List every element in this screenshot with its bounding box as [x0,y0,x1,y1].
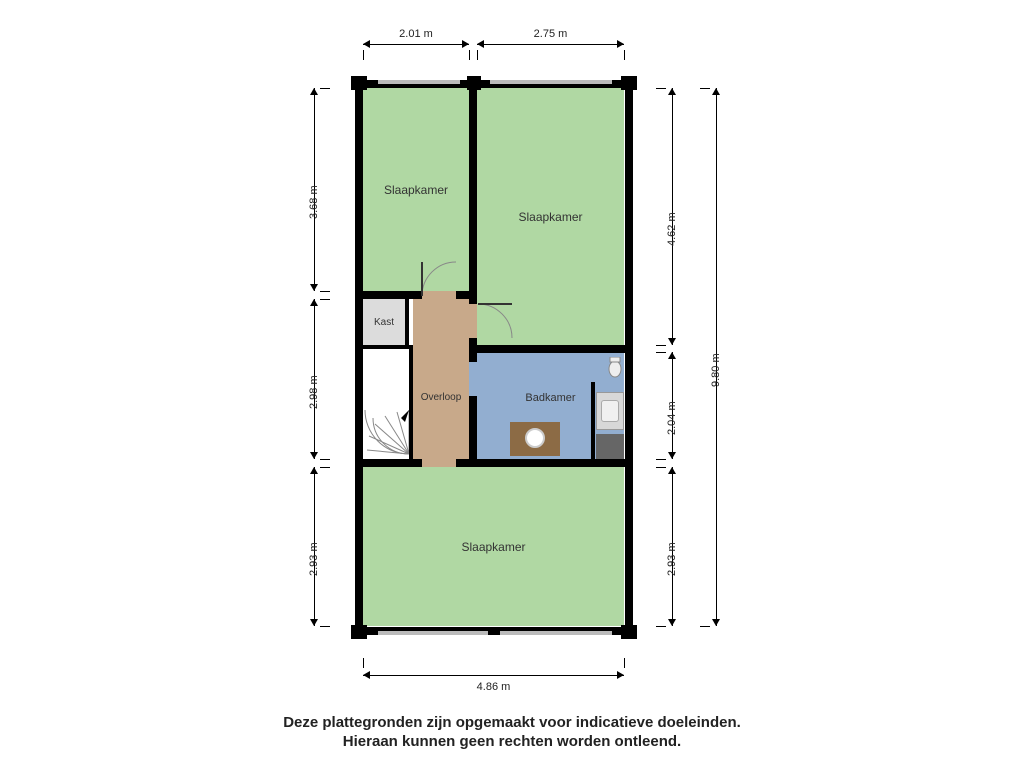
dim-arrow [712,88,720,95]
dim-tick [656,467,666,468]
dim-tick [320,88,330,89]
room-hall: Overloop [413,299,469,459]
dim-tick [469,50,470,60]
dim-tick [624,658,625,668]
toilet-icon [608,357,622,379]
dim-arrow [363,671,370,679]
room-closet: Kast [363,299,405,345]
dim-arrow [712,619,720,626]
dim-tick [656,88,666,89]
dim-line [363,44,469,45]
dim-arrow [668,467,676,474]
room-label: Slaapkamer [518,210,582,224]
dim-label: 2.93 m [666,516,678,576]
door-arc [420,258,460,298]
dim-tick [363,658,364,668]
wall [469,345,633,353]
floorplan-stage: Slaapkamer Slaapkamer Kast Overloop Badk… [0,0,1024,768]
wall-corner [351,625,367,639]
dim-tick [320,626,330,627]
dim-label: 4.86 m [363,681,624,693]
dim-arrow [310,619,318,626]
dim-arrow [668,338,676,345]
dim-tick [320,459,330,460]
room-label: Slaapkamer [384,183,448,197]
dim-arrow [668,452,676,459]
dim-tick [624,50,625,60]
wall-corner [621,625,637,639]
dim-arrow [310,452,318,459]
wall [355,80,363,635]
dim-label: 2.04 m [666,375,678,435]
disclaimer-text: Deze plattegronden zijn opgemaakt voor i… [0,714,1024,752]
dim-arrow [477,40,484,48]
dim-arrow [310,299,318,306]
dim-arrow [617,671,624,679]
door-gap [469,362,477,396]
dim-tick [477,50,478,60]
dim-tick [363,50,364,60]
dim-label: 2.93 m [308,516,320,576]
dim-arrow [310,88,318,95]
wall [355,345,409,349]
wall [591,382,595,459]
bathroom-threshold [596,434,624,459]
door-gap [422,459,456,467]
dim-arrow [310,467,318,474]
window [500,631,612,635]
room-label: Badkamer [525,392,575,404]
room-label: Slaapkamer [461,540,525,554]
dim-tick [320,291,330,292]
wall-corner [621,76,637,90]
wall [405,299,409,349]
bathroom-drain [525,428,545,448]
dim-tick [700,88,710,89]
bathroom-sink-basin [601,400,619,422]
dim-line [477,44,624,45]
dim-label: 9.80 m [710,327,722,387]
room-bedroom-bottom: Slaapkamer [363,467,624,626]
window [378,80,460,84]
dim-tick [700,626,710,627]
door-arc [476,302,516,342]
dim-label: 3.68 m [308,159,320,219]
dim-tick [656,352,666,353]
dim-label: 2.01 m [363,28,469,40]
room-label: Kast [374,317,394,328]
dim-arrow [668,619,676,626]
wall [625,80,633,635]
dim-tick [656,345,666,346]
dim-tick [656,459,666,460]
dim-line [363,675,624,676]
dim-tick [656,626,666,627]
dim-label: 4.62 m [666,186,678,246]
dim-label: 2.98 m [308,349,320,409]
dim-arrow [462,40,469,48]
stair-spiral [363,358,411,458]
window [490,80,612,84]
dim-arrow [668,352,676,359]
dim-tick [320,467,330,468]
dim-arrow [363,40,370,48]
wall [409,345,413,459]
wall-corner [351,76,367,90]
dim-arrow [668,88,676,95]
window [378,631,488,635]
wall [355,459,633,467]
dim-arrow [310,284,318,291]
room-label: Overloop [421,392,462,403]
dim-label: 2.75 m [477,28,624,40]
dim-arrow [617,40,624,48]
dim-tick [320,299,330,300]
